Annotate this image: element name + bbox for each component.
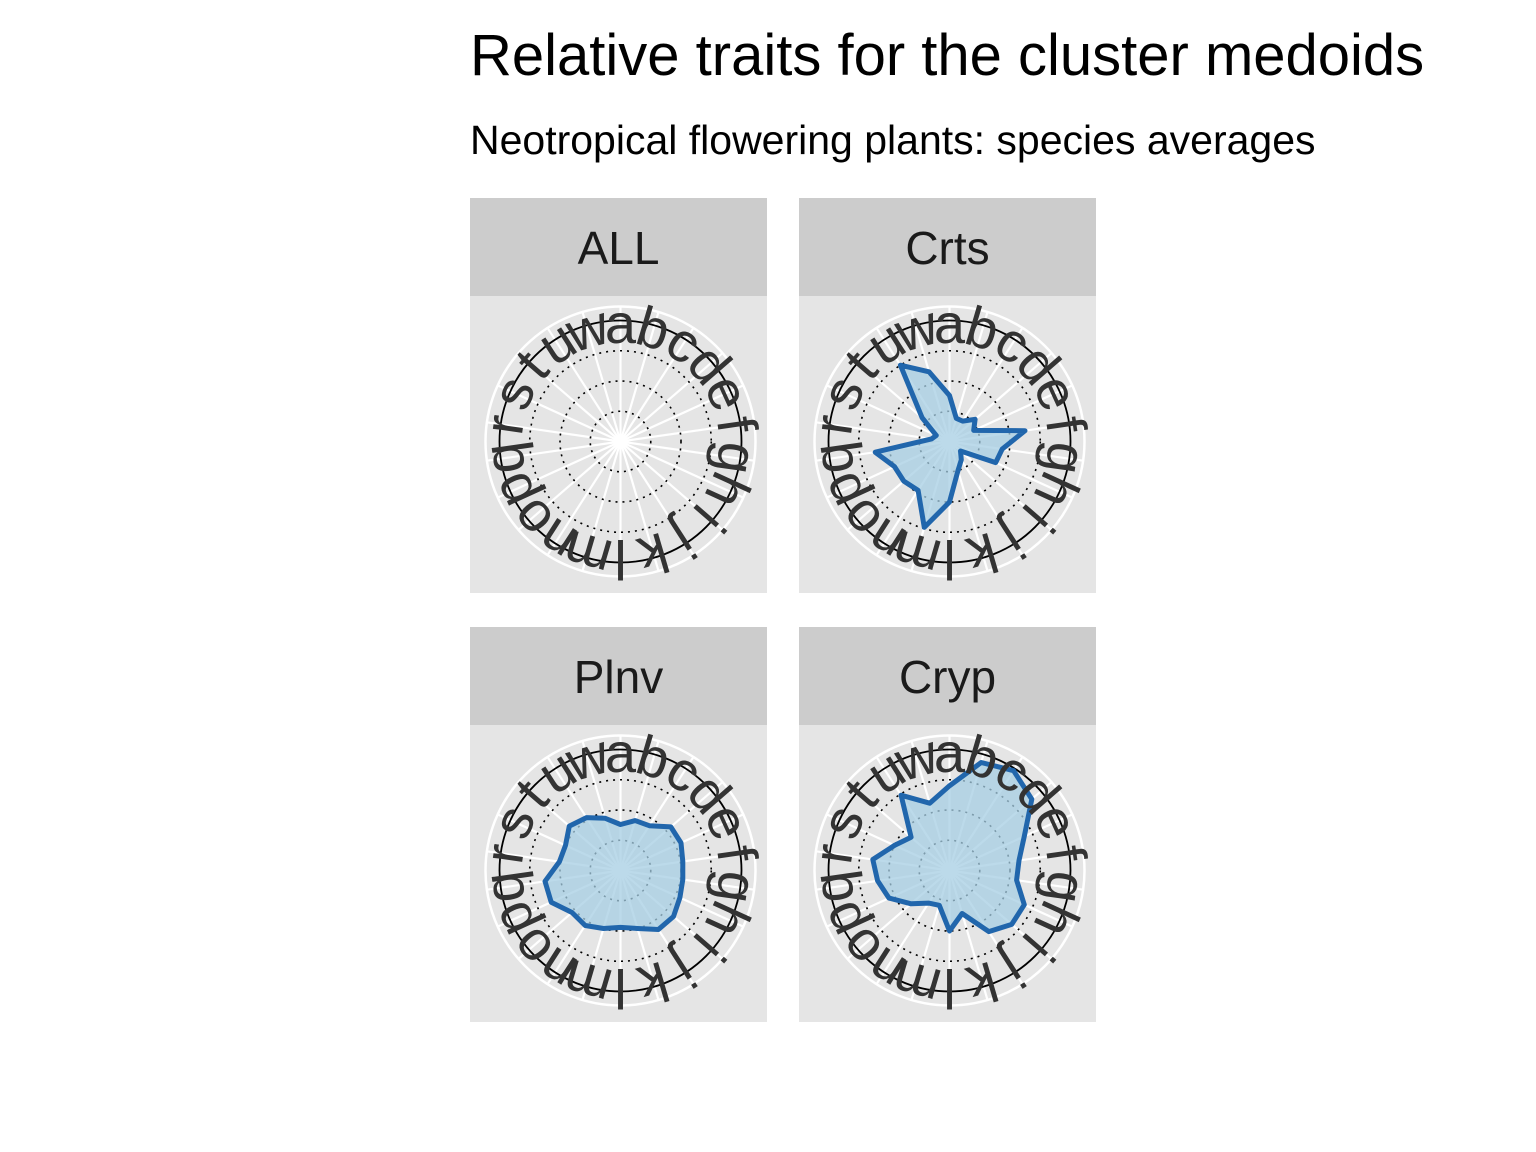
dotted-ring: [528, 349, 713, 534]
radial-gridline: [619, 327, 695, 443]
chart-title: Relative traits for the cluster medoids: [470, 23, 1425, 88]
axis-label-l: l: [943, 957, 955, 1020]
radial-gridline: [486, 440, 621, 462]
facet-strip: [799, 627, 1096, 725]
radial-gridline: [581, 311, 622, 442]
series-crts-polygon: [872, 362, 1028, 530]
dotted-ring: [559, 380, 682, 503]
radial-gridline: [619, 441, 660, 572]
axis-label-a: a: [605, 292, 637, 355]
max-ring: [498, 748, 743, 993]
facet-strip: [470, 198, 767, 296]
axis-label-l: l: [614, 528, 626, 591]
radial-gridline: [497, 384, 621, 443]
chart-subtitle: Neotropical flowering plants: species av…: [470, 117, 1316, 163]
radial-gridline: [619, 440, 695, 556]
radial-gridline: [619, 440, 724, 531]
outer-grid-circle: [484, 734, 757, 1007]
axis-label-a: a: [934, 292, 966, 355]
outer-grid-circle: [484, 305, 757, 578]
max-ring: [498, 319, 743, 564]
radial-gridline: [497, 440, 621, 499]
radial-gridline: [620, 440, 744, 499]
dotted-ring: [857, 349, 1042, 534]
facet-strip: [799, 198, 1096, 296]
dotted-ring: [857, 778, 1042, 963]
facet-strip-label: Crts: [905, 222, 989, 274]
radial-gridline: [948, 440, 1053, 531]
series-plnv-polygon: [542, 815, 686, 932]
axis-label-a: a: [605, 721, 637, 784]
radial-gridline: [486, 421, 621, 443]
facet-strip-label: Cryp: [899, 651, 996, 703]
radial-gridline: [619, 311, 660, 442]
radial-gridline: [826, 384, 950, 443]
outer-grid-circle: [813, 305, 1086, 578]
dotted-ring: [528, 778, 713, 963]
axis-label-a: a: [934, 721, 966, 784]
series-cryp-polygon: [870, 760, 1035, 935]
radial-gridline: [517, 440, 622, 531]
radial-gridline: [620, 384, 744, 443]
outer-grid-circle: [813, 734, 1086, 1007]
max-ring: [827, 319, 1072, 564]
facet-strip-label: ALL: [578, 222, 660, 274]
radial-gridline: [620, 440, 755, 462]
axis-label-l: l: [614, 957, 626, 1020]
axis-label-l: l: [943, 528, 955, 591]
radial-gridline: [546, 327, 622, 443]
facet-strip: [470, 627, 767, 725]
radial-gridline: [517, 352, 622, 443]
radial-gridline: [620, 421, 755, 443]
dotted-ring: [589, 410, 652, 473]
radial-gridline: [619, 352, 724, 443]
max-ring: [827, 748, 1072, 993]
facet-strip-label: Plnv: [574, 651, 663, 703]
radial-gridline: [546, 440, 622, 556]
radial-gridline: [581, 441, 622, 572]
